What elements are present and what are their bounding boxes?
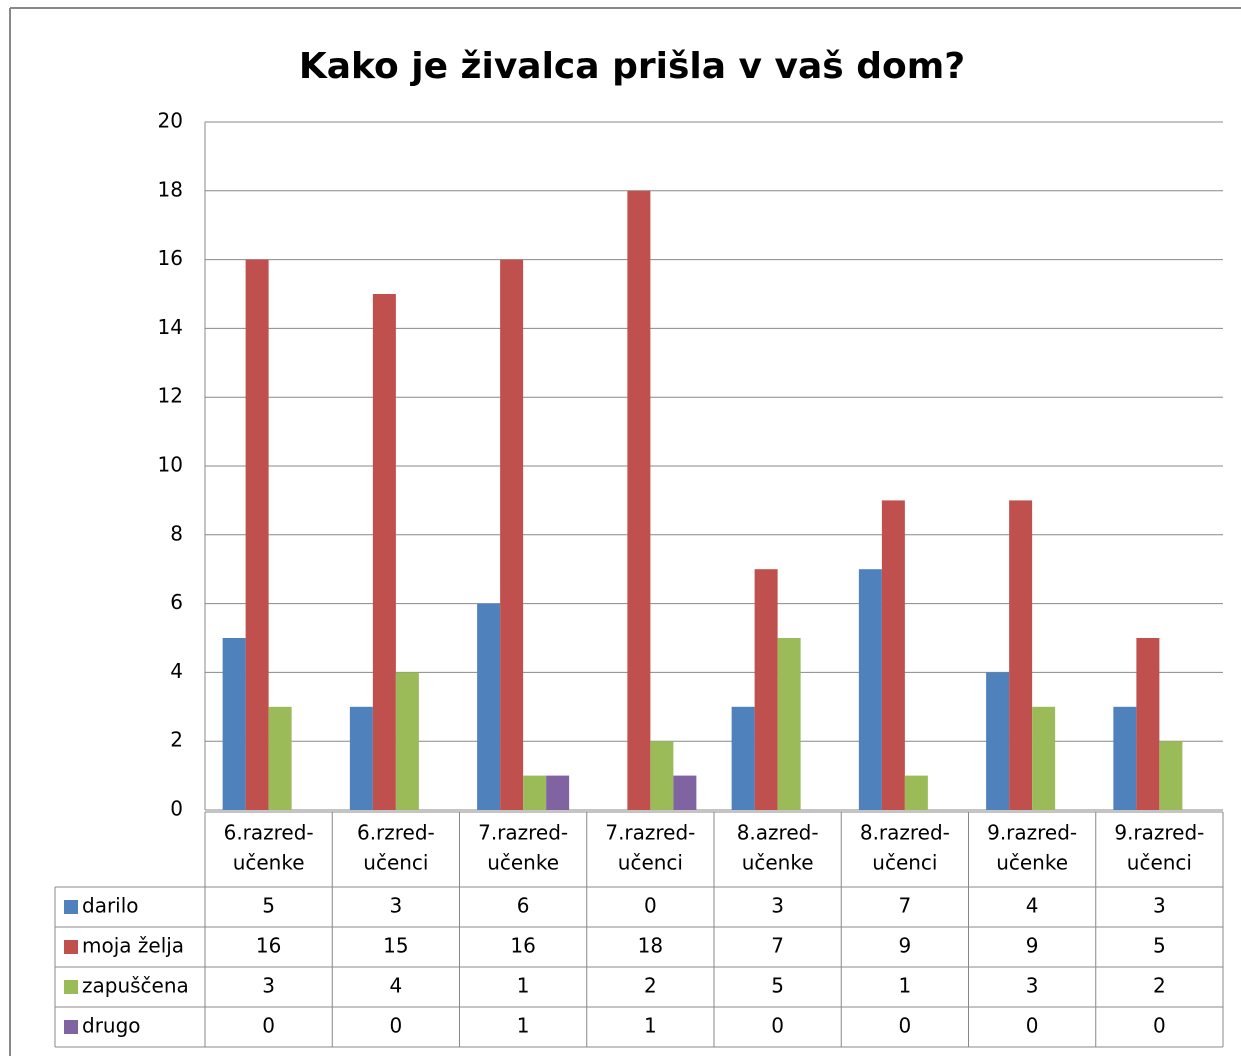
table-value: 5 bbox=[1153, 934, 1166, 958]
bar bbox=[1009, 500, 1033, 810]
legend-label: moja želja bbox=[82, 934, 184, 958]
table-value: 0 bbox=[262, 1014, 275, 1038]
y-tick-label: 10 bbox=[158, 453, 183, 477]
table-value: 9 bbox=[1026, 934, 1039, 958]
table-value: 2 bbox=[644, 974, 657, 998]
table-value: 1 bbox=[644, 1014, 657, 1038]
bar bbox=[904, 775, 928, 810]
legend-label: drugo bbox=[82, 1014, 141, 1038]
legend-swatch bbox=[64, 940, 78, 954]
x-tick-label: 7.razred- bbox=[478, 821, 568, 845]
legend-label: darilo bbox=[82, 894, 139, 918]
table-value: 16 bbox=[256, 934, 281, 958]
table-value: 9 bbox=[899, 934, 912, 958]
bar bbox=[349, 706, 373, 810]
x-tick-label: učenci bbox=[872, 851, 937, 875]
table-value: 6 bbox=[517, 894, 530, 918]
x-tick-label: 9.razred- bbox=[987, 821, 1077, 845]
bar bbox=[673, 775, 697, 810]
table-value: 3 bbox=[262, 974, 275, 998]
x-tick-label: učenke bbox=[996, 851, 1068, 875]
bar bbox=[245, 259, 269, 811]
bar bbox=[777, 638, 801, 810]
table-value: 3 bbox=[1026, 974, 1039, 998]
table-value: 3 bbox=[390, 894, 403, 918]
x-tick-label: učenke bbox=[487, 851, 559, 875]
table-value: 16 bbox=[510, 934, 535, 958]
bar bbox=[546, 775, 570, 810]
bar bbox=[1136, 638, 1160, 810]
y-tick-label: 16 bbox=[158, 246, 183, 270]
bar bbox=[372, 294, 396, 810]
x-tick-label: učenci bbox=[363, 851, 428, 875]
legend-swatch bbox=[64, 1020, 78, 1034]
table-value: 15 bbox=[383, 934, 408, 958]
bar bbox=[500, 259, 524, 811]
table-value: 7 bbox=[771, 934, 784, 958]
table-value: 1 bbox=[517, 974, 530, 998]
y-tick-label: 20 bbox=[158, 109, 183, 133]
bar bbox=[395, 672, 419, 810]
bar bbox=[627, 190, 651, 811]
bar bbox=[650, 741, 674, 810]
table-value: 1 bbox=[517, 1014, 530, 1038]
bar bbox=[986, 672, 1010, 810]
x-tick-label: 7.razred- bbox=[605, 821, 695, 845]
bar bbox=[222, 638, 246, 810]
chart-title: Kako je živalca prišla v vaš dom? bbox=[299, 46, 965, 87]
bar bbox=[1113, 706, 1137, 810]
y-tick-label: 14 bbox=[158, 315, 183, 339]
y-tick-label: 0 bbox=[170, 797, 183, 821]
table-value: 0 bbox=[390, 1014, 403, 1038]
table-value: 3 bbox=[771, 894, 784, 918]
y-tick-label: 18 bbox=[158, 177, 183, 201]
table-value: 0 bbox=[771, 1014, 784, 1038]
x-tick-label: 6.razred- bbox=[224, 821, 314, 845]
bar bbox=[731, 706, 755, 810]
bar bbox=[523, 775, 547, 810]
x-tick-label: učenke bbox=[233, 851, 305, 875]
bar bbox=[1032, 706, 1056, 810]
table-value: 0 bbox=[1026, 1014, 1039, 1038]
x-tick-label: 9.razred- bbox=[1114, 821, 1204, 845]
x-tick-label: 8.azred- bbox=[737, 821, 819, 845]
legend-swatch bbox=[64, 980, 78, 994]
table-value: 5 bbox=[771, 974, 784, 998]
table-value: 4 bbox=[1026, 894, 1039, 918]
bar bbox=[1159, 741, 1183, 810]
bar bbox=[754, 569, 778, 810]
bar bbox=[858, 569, 882, 810]
bar bbox=[477, 603, 501, 810]
y-tick-label: 4 bbox=[170, 659, 183, 683]
bar bbox=[881, 500, 905, 810]
table-value: 7 bbox=[899, 894, 912, 918]
bar bbox=[268, 706, 292, 810]
legend-label: zapuščena bbox=[82, 974, 189, 998]
x-tick-label: učenci bbox=[618, 851, 683, 875]
table-value: 0 bbox=[644, 894, 657, 918]
table-value: 18 bbox=[638, 934, 663, 958]
x-tick-label: učenke bbox=[742, 851, 814, 875]
x-tick-label: učenci bbox=[1127, 851, 1192, 875]
y-tick-label: 2 bbox=[170, 728, 183, 752]
y-tick-label: 8 bbox=[170, 521, 183, 545]
y-tick-label: 12 bbox=[158, 384, 183, 408]
table-value: 3 bbox=[1153, 894, 1166, 918]
table-value: 1 bbox=[899, 974, 912, 998]
table-value: 0 bbox=[1153, 1014, 1166, 1038]
table-value: 0 bbox=[899, 1014, 912, 1038]
table-value: 5 bbox=[262, 894, 275, 918]
legend-swatch bbox=[64, 900, 78, 914]
table-value: 2 bbox=[1153, 974, 1166, 998]
y-tick-label: 6 bbox=[170, 590, 183, 614]
table-value: 4 bbox=[390, 974, 403, 998]
x-tick-label: 8.razred- bbox=[860, 821, 950, 845]
x-tick-label: 6.rzred- bbox=[357, 821, 435, 845]
